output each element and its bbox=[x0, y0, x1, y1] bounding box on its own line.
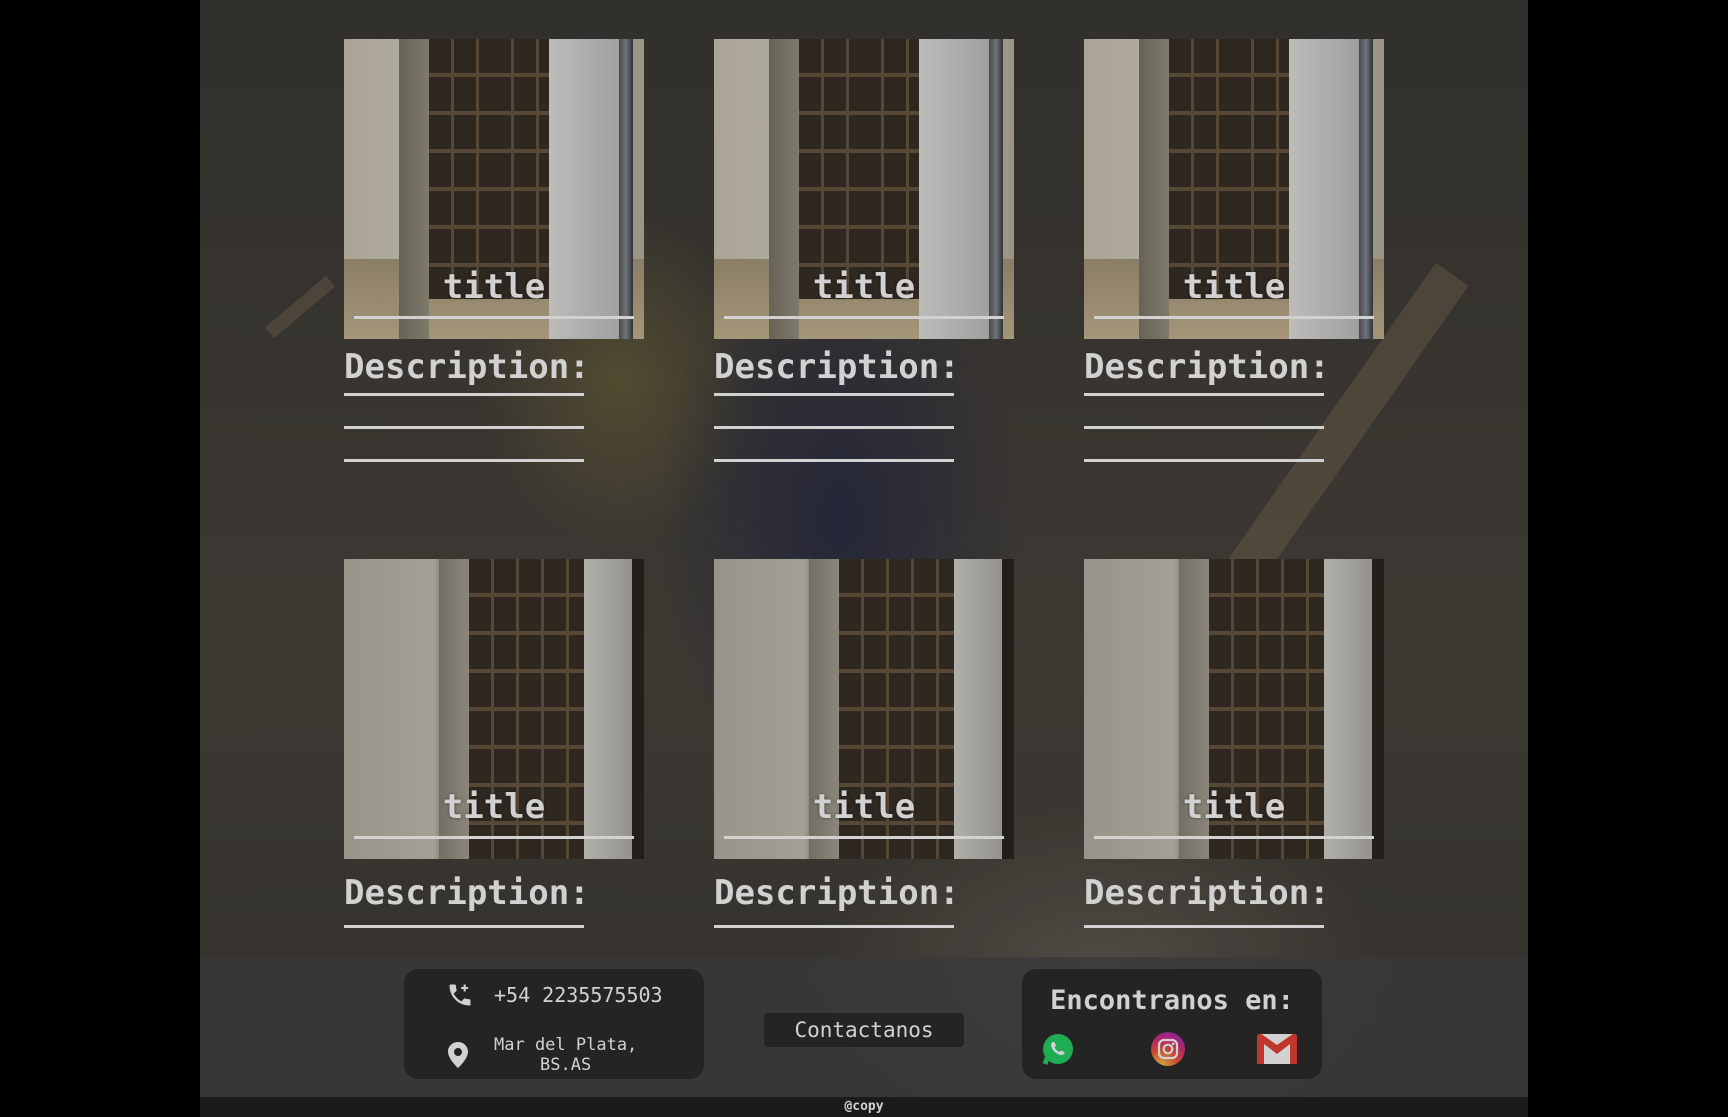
address-province: BS.AS bbox=[540, 1055, 592, 1075]
project-card[interactable]: title Description: bbox=[1084, 39, 1384, 462]
address: Mar del Plata, BS.AS bbox=[494, 1035, 637, 1075]
contact-info-box: +54 2235575503 Mar del Plata, BS.AS bbox=[404, 969, 704, 1079]
title-underline bbox=[354, 836, 634, 839]
copyright-text: @copy bbox=[844, 1099, 884, 1114]
description-line bbox=[1084, 925, 1324, 928]
description-line bbox=[714, 925, 954, 928]
card-title: title bbox=[442, 787, 546, 827]
card-description-label: Description: bbox=[344, 347, 590, 387]
project-photo[interactable]: title bbox=[344, 559, 644, 859]
card-description-label: Description: bbox=[344, 873, 590, 913]
description-line bbox=[1084, 426, 1324, 429]
title-underline bbox=[724, 316, 1004, 319]
description-line bbox=[344, 459, 584, 462]
description-line bbox=[714, 459, 954, 462]
description-line bbox=[344, 925, 584, 928]
location-pin-icon bbox=[448, 1042, 468, 1068]
project-card[interactable]: title Description: bbox=[714, 39, 1014, 462]
instagram-icon[interactable] bbox=[1150, 1031, 1186, 1067]
social-box: Encontranos en: bbox=[1022, 969, 1322, 1079]
card-title: title bbox=[442, 267, 546, 307]
card-title: title bbox=[812, 787, 916, 827]
copyright-bar: @copy bbox=[200, 1097, 1528, 1117]
description-line bbox=[714, 393, 954, 396]
phone-number[interactable]: +54 2235575503 bbox=[494, 983, 663, 1007]
page-background: title Description: title Description: bbox=[200, 0, 1528, 1117]
description-line bbox=[1084, 393, 1324, 396]
whatsapp-icon[interactable] bbox=[1040, 1031, 1076, 1067]
card-description-label: Description: bbox=[1084, 347, 1330, 387]
contact-button[interactable]: Contactanos bbox=[764, 1013, 964, 1047]
phone-icon bbox=[449, 984, 471, 1006]
project-card[interactable]: title Description: bbox=[714, 559, 1014, 928]
description-line bbox=[714, 426, 954, 429]
title-underline bbox=[724, 836, 1004, 839]
project-photo[interactable]: title bbox=[344, 39, 644, 339]
title-underline bbox=[1094, 316, 1374, 319]
footer: +54 2235575503 Mar del Plata, BS.AS Cont… bbox=[200, 957, 1528, 1097]
description-line bbox=[344, 393, 584, 396]
description-line bbox=[344, 426, 584, 429]
title-underline bbox=[354, 316, 634, 319]
card-title: title bbox=[1182, 267, 1286, 307]
title-underline bbox=[1094, 836, 1374, 839]
card-title: title bbox=[1182, 787, 1286, 827]
card-title: title bbox=[812, 267, 916, 307]
project-photo[interactable]: title bbox=[714, 559, 1014, 859]
project-photo[interactable]: title bbox=[1084, 559, 1384, 859]
background-wood-beam bbox=[264, 275, 336, 339]
card-description-label: Description: bbox=[1084, 873, 1330, 913]
project-photo[interactable]: title bbox=[1084, 39, 1384, 339]
address-city: Mar del Plata, bbox=[494, 1035, 638, 1055]
description-line bbox=[1084, 459, 1324, 462]
project-photo[interactable]: title bbox=[714, 39, 1014, 339]
project-card[interactable]: title Description: bbox=[344, 39, 644, 462]
social-title: Encontranos en: bbox=[1050, 985, 1294, 1016]
card-description-label: Description: bbox=[714, 873, 960, 913]
card-description-label: Description: bbox=[714, 347, 960, 387]
project-card[interactable]: title Description: bbox=[344, 559, 644, 928]
project-card[interactable]: title Description: bbox=[1084, 559, 1384, 928]
gmail-icon[interactable] bbox=[1256, 1031, 1298, 1067]
